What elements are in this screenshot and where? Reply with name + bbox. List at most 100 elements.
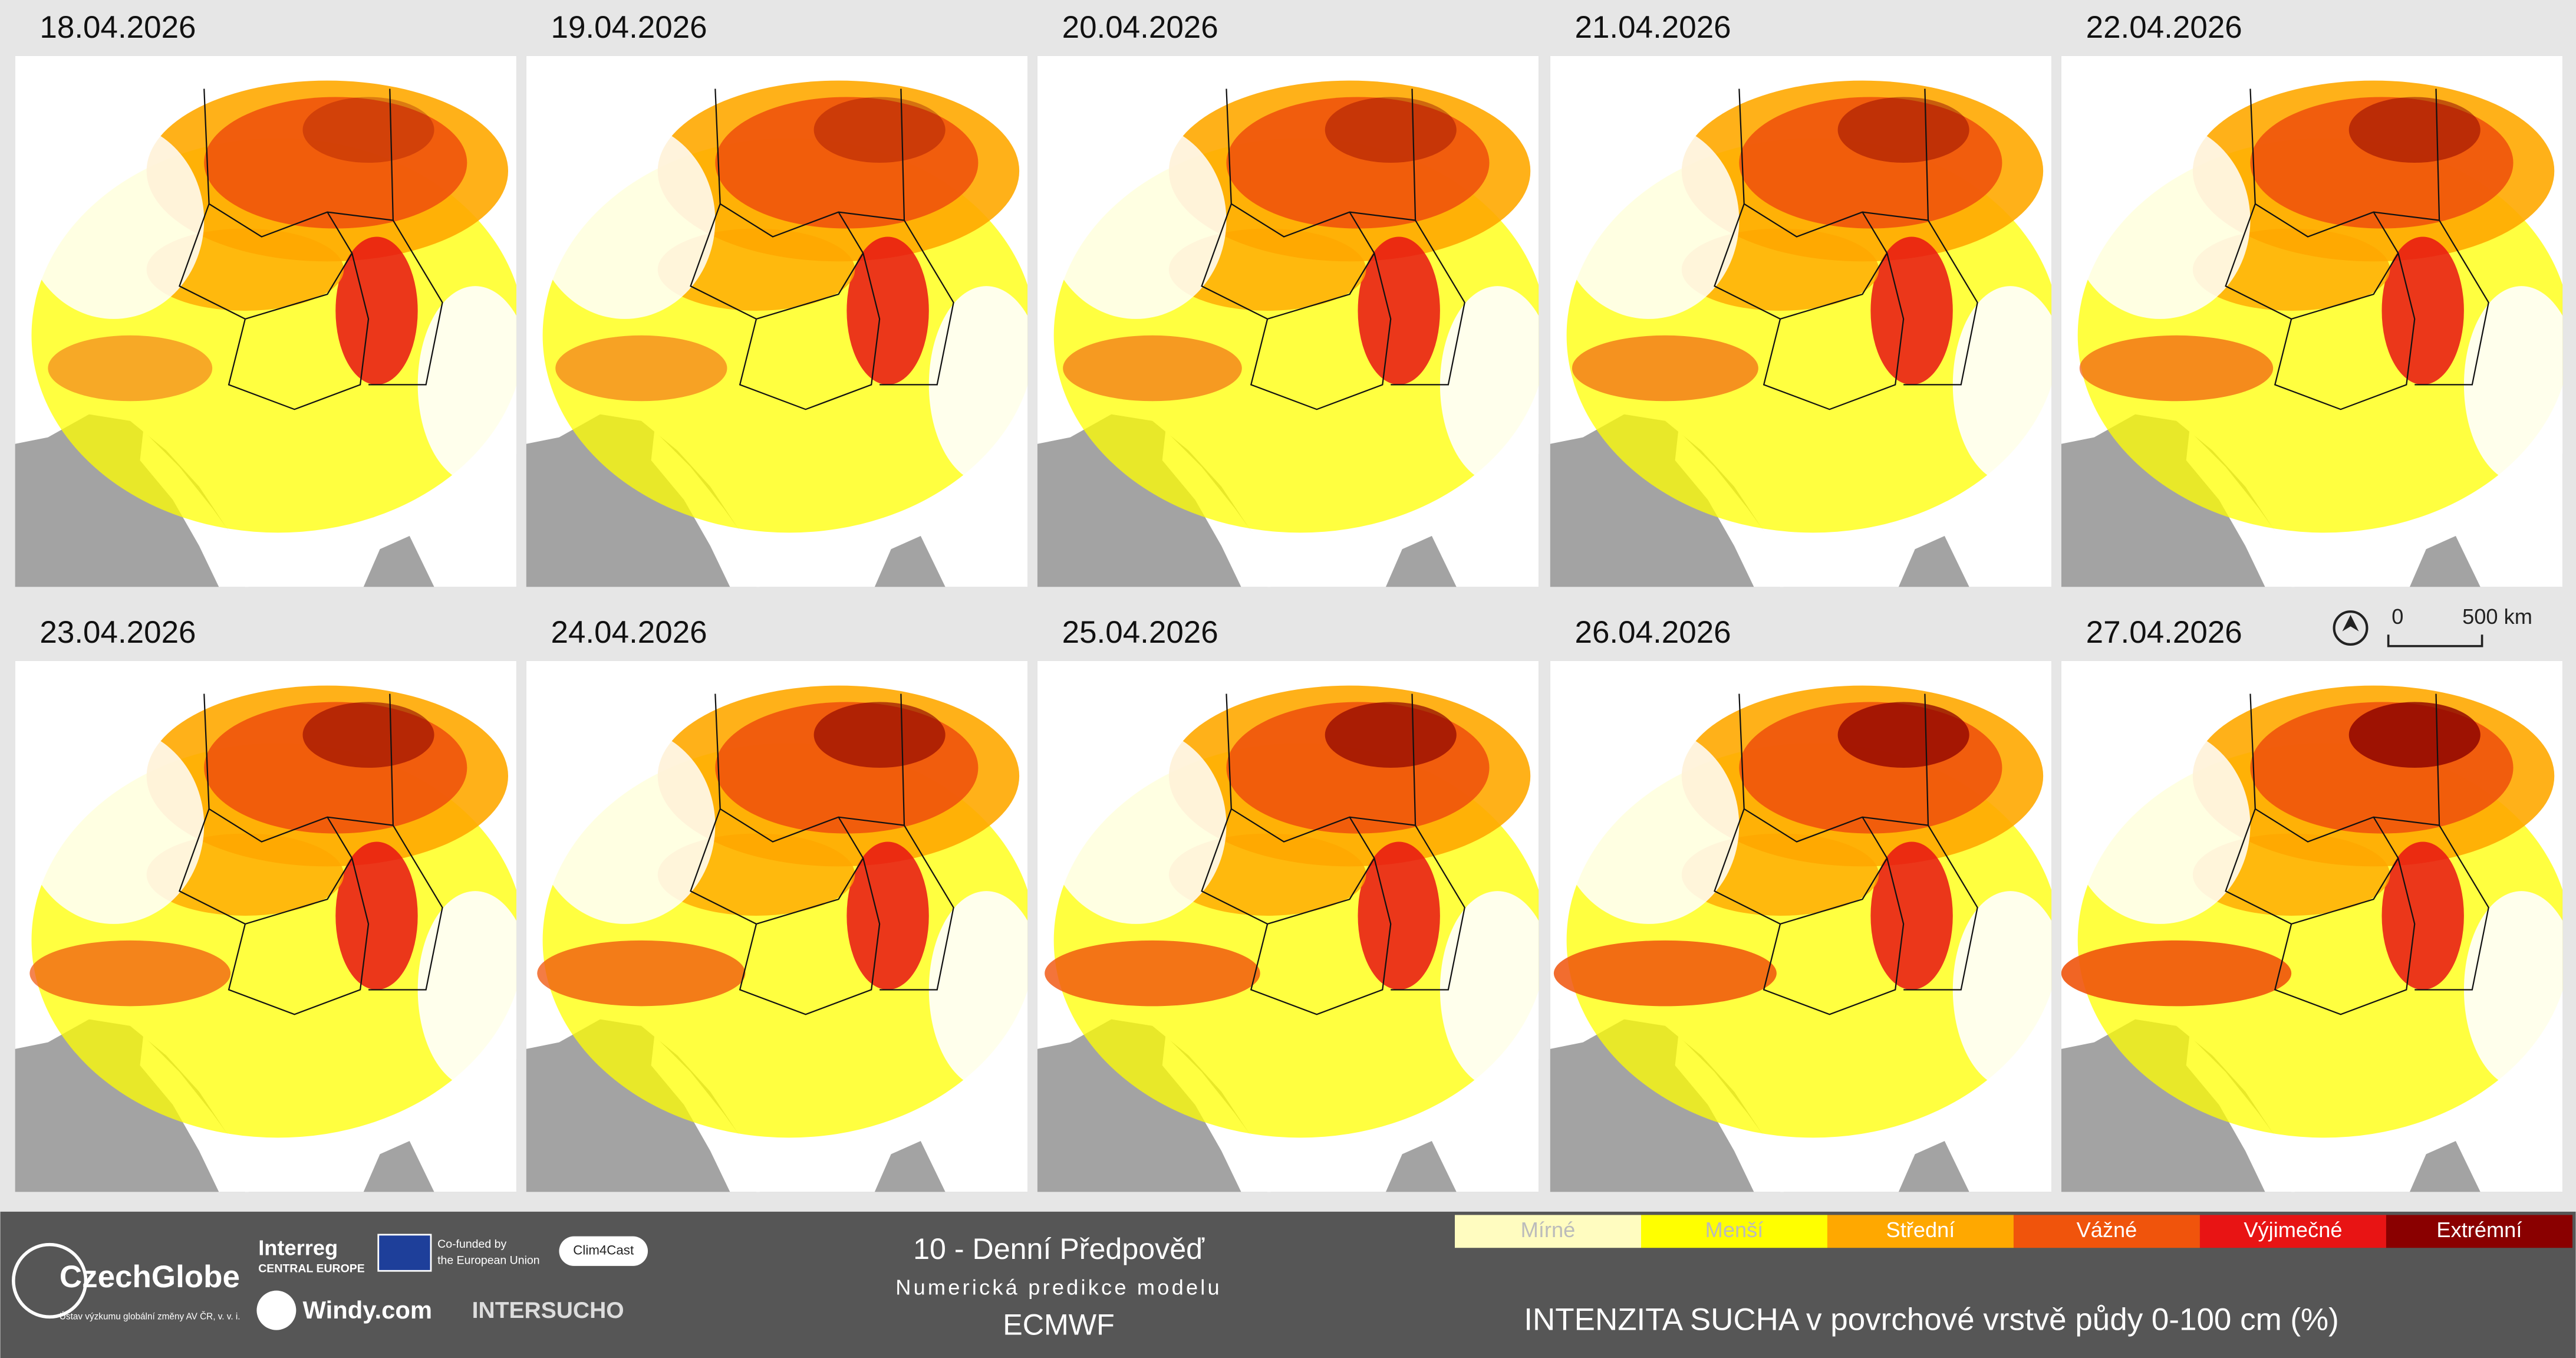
legend-label: Extrémní [2436,1218,2522,1242]
drought-area [1439,891,1539,1089]
drought-area [335,236,418,385]
drought-area [1063,335,1242,402]
borders [1201,693,1465,1015]
map-panel: 26.04.2026 [1550,615,2052,1192]
drought-area [335,841,418,990]
drought-area [1952,891,2052,1089]
drought-area [302,702,434,768]
drought-area [1870,841,1953,990]
drought-area [1837,702,1969,768]
legend-label: Vážné [2077,1218,2137,1242]
map [526,660,1028,1192]
drought-area [48,335,213,402]
drought-area [715,97,979,229]
map-panel: 24.04.2026 [526,615,1028,1192]
panels: 18.04.2026 19.04.2026 20.04.2026 21.04.2026… [15,10,2563,1192]
panel-date: 23.04.2026 [39,615,196,650]
legend-title: INTENZITA SUCHA v povrchové vrstvě půdy … [1524,1303,2339,1337]
legend-label: Střední [1886,1218,1955,1242]
map-panel: 23.04.2026 [15,615,516,1192]
drought-area [1553,940,1777,1007]
borders [1714,693,1978,1015]
borders [690,693,954,1015]
map [1550,660,2052,1192]
panel-date: 22.04.2026 [2086,10,2242,45]
drought-area [2463,286,2563,484]
drought-area [2079,335,2274,402]
drought-area [1952,286,2052,484]
legend-swatch [2386,1215,2572,1248]
legend-label: Mírné [1521,1218,1576,1242]
borders [2225,693,2489,1015]
map-panel: 21.04.2026 [1550,10,2052,587]
map [1037,660,1539,1192]
drought-area [2069,726,2251,924]
interreg-logo: Interreg [258,1236,338,1260]
map [1550,55,2052,587]
drought-area [1358,841,1440,990]
north-arrow-head [2342,614,2359,632]
borders [2225,88,2489,410]
czechglobe-logo: CzechGlobe [60,1260,240,1294]
panel-date: 25.04.2026 [1062,615,1218,650]
czechglobe-icon [12,1242,88,1319]
map-panel: 18.04.2026 [15,10,516,587]
windy-icon [256,1290,297,1330]
scale-bar: 0 500 km [2333,604,2532,647]
clim4cast-logo: Clim4Cast [573,1243,634,1258]
north-arrow [2333,610,2369,646]
drought-area [1439,286,1539,484]
map-panel: 27.04.2026 [2061,615,2563,1192]
map [526,55,1028,587]
legend-label: Výjimečné [2244,1218,2342,1242]
drought-area [1558,121,1740,319]
map [15,660,516,1192]
eu-text-2: the European Union [437,1254,539,1267]
footer-model: ECMWF [1003,1308,1115,1341]
panel-date: 21.04.2026 [1575,10,1731,45]
eu-flag [377,1234,432,1272]
drought-area [2463,891,2563,1089]
drought-area [302,97,434,163]
panel-date: 26.04.2026 [1575,615,1731,650]
scale-start: 0 [2391,604,2403,629]
legend-swatch [1641,1215,1827,1248]
drought-area [1572,335,1758,402]
drought-area [417,286,516,484]
drought-area [555,335,727,402]
drought-area [2069,121,2251,319]
drought-area [1325,702,1457,768]
drought-area [534,121,716,319]
drought-area [2381,236,2464,385]
drought-area [813,97,946,163]
legend-swatch [1454,1215,1641,1248]
interreg-sub: CENTRAL EUROPE [258,1262,365,1275]
drought-area [537,940,746,1007]
map [1037,55,1539,587]
drought-area [1358,236,1440,385]
drought-area [846,841,929,990]
panel-date: 20.04.2026 [1062,10,1218,45]
drought-area [813,702,946,768]
legend-swatch [1827,1215,2014,1248]
borders [1201,88,1465,410]
borders [1714,88,1978,410]
map-panel: 22.04.2026 [2061,10,2563,587]
panel-date: 27.04.2026 [2086,615,2242,650]
drought-area [2061,940,2292,1007]
drought-area [1226,97,1490,229]
borders [179,88,443,410]
drought-area [1045,121,1227,319]
drought-area [2348,702,2481,768]
map [15,55,516,587]
drought-area [534,726,716,924]
drought-area [23,726,205,924]
czechglobe-sub: Ústav výzkumu globální změny AV ČR, v. v… [60,1311,241,1321]
drought-area [2348,97,2481,163]
legend-swatch [2199,1215,2386,1248]
map-panel: 20.04.2026 [1037,10,1539,587]
legend-swatch [2013,1215,2200,1248]
drought-area [1739,97,2002,229]
logos: CzechGlobe Ústav výzkumu globální změny … [12,1234,648,1330]
intersucho-logo: INTERSUCHO [472,1298,624,1323]
